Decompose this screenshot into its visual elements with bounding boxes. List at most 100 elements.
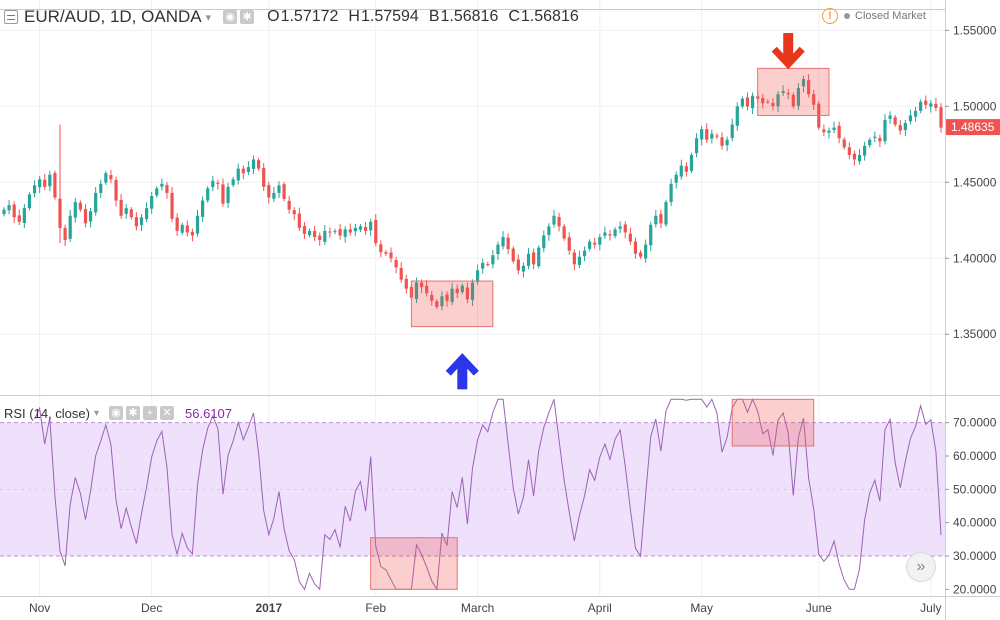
menu-icon[interactable] (4, 10, 18, 24)
candle-body (827, 130, 831, 133)
candle-body (425, 285, 429, 294)
ohlc-high-key: H (348, 8, 360, 25)
gear-icon[interactable]: ✱ (240, 10, 255, 24)
candle-body (745, 97, 750, 107)
candle-body (2, 209, 6, 215)
candle-body (623, 224, 627, 233)
candle-body (562, 226, 566, 239)
ohlc-bid: B1.56816 (429, 8, 499, 26)
candle-body (475, 270, 480, 282)
candle-body (333, 230, 337, 232)
candle-body (399, 267, 403, 280)
symbol-title[interactable]: EUR/AUD, 1D, OANDA (24, 7, 202, 26)
candle-body (83, 209, 88, 224)
candle-body (94, 192, 98, 213)
candle-body (236, 168, 240, 181)
candle-body (644, 244, 648, 259)
candle-body (593, 242, 597, 245)
rsi-tick-label: 70.0000 (953, 416, 997, 430)
candle-body (903, 123, 907, 131)
candle-body (873, 136, 877, 138)
candle-body (547, 226, 551, 235)
ohlc-bid-key: B (428, 8, 440, 25)
gear-icon[interactable]: ✱ (126, 406, 141, 420)
candle-body (781, 91, 785, 93)
candle-body (822, 129, 826, 133)
rsi-tick-label: 60.0000 (953, 449, 997, 463)
candle-body (104, 173, 108, 183)
rsi-title[interactable]: RSI (14, close) (4, 405, 90, 421)
candle-body (883, 120, 887, 142)
rsi-value: 56.6107 (185, 405, 233, 421)
candle-body (465, 287, 470, 300)
price-tick-label: 1.35000 (953, 327, 997, 341)
candle-body (328, 231, 332, 233)
price-tick-label: 1.45000 (953, 175, 997, 189)
candle-body (715, 135, 719, 137)
highlight-box (410, 280, 494, 328)
candle-body (201, 200, 205, 217)
time-tick-label: May (690, 601, 713, 615)
ohlc-close-key: C (508, 8, 520, 25)
candle-body (318, 235, 322, 241)
plus-icon[interactable]: + (143, 406, 158, 420)
candle-body (297, 213, 301, 228)
candle-body (7, 205, 11, 211)
rsi-tick-label: 20.0000 (953, 582, 997, 596)
candle-body (649, 224, 653, 246)
scroll-to-realtime-button[interactable]: » (906, 552, 936, 582)
market-status[interactable]: ! Closed Market (822, 7, 926, 25)
candle-body (460, 285, 464, 292)
time-tick-label: Feb (365, 601, 386, 615)
candle-body (929, 103, 933, 107)
candle-body (124, 208, 128, 214)
eye-icon[interactable]: ◉ (109, 406, 124, 420)
ohlc-high: H1.57594 (348, 8, 418, 26)
candle-body (832, 127, 836, 131)
rsi-tick-label: 50.0000 (953, 482, 997, 496)
candle-body (888, 115, 892, 119)
candle-body (292, 210, 296, 215)
close-icon[interactable]: ✕ (160, 406, 175, 420)
candle-body (369, 221, 373, 231)
candle-body (735, 106, 739, 126)
candle-body (185, 225, 189, 233)
candle-body (496, 244, 500, 255)
candle-body (674, 174, 678, 183)
warning-icon[interactable]: ! (822, 8, 838, 24)
candle-body (796, 88, 801, 106)
candle-body (898, 125, 902, 131)
candle-body (109, 175, 113, 180)
eye-icon[interactable]: ◉ (223, 10, 238, 24)
candle-body (939, 107, 943, 128)
candle-body (144, 208, 149, 220)
candle-body (160, 183, 164, 187)
candle-body (842, 139, 846, 148)
price-tick-label: 1.50000 (953, 99, 997, 113)
candle-body (379, 244, 383, 253)
candle-body (251, 159, 256, 169)
candle-body (532, 252, 536, 265)
chevron-down-icon[interactable]: ▾ (93, 407, 100, 419)
candle-body (338, 229, 342, 236)
candle-body (486, 264, 490, 266)
candle-body (847, 147, 851, 155)
candle-body (38, 179, 42, 188)
time-tick-label: 2017 (255, 601, 282, 615)
time-tick-label: April (588, 601, 612, 615)
candle-body (791, 94, 795, 107)
candle-body (435, 301, 439, 307)
candle-body (491, 255, 495, 265)
rsi-line (34, 397, 942, 591)
chevron-down-icon[interactable]: ▾ (205, 11, 212, 24)
rsi-highlight-box (731, 398, 815, 447)
candle-body (878, 137, 882, 142)
candle-body (384, 252, 388, 254)
arrow-head (445, 353, 479, 376)
candle-body (470, 282, 475, 300)
candle-body (761, 98, 765, 104)
candle-body (481, 262, 485, 269)
candle-body (542, 235, 546, 249)
